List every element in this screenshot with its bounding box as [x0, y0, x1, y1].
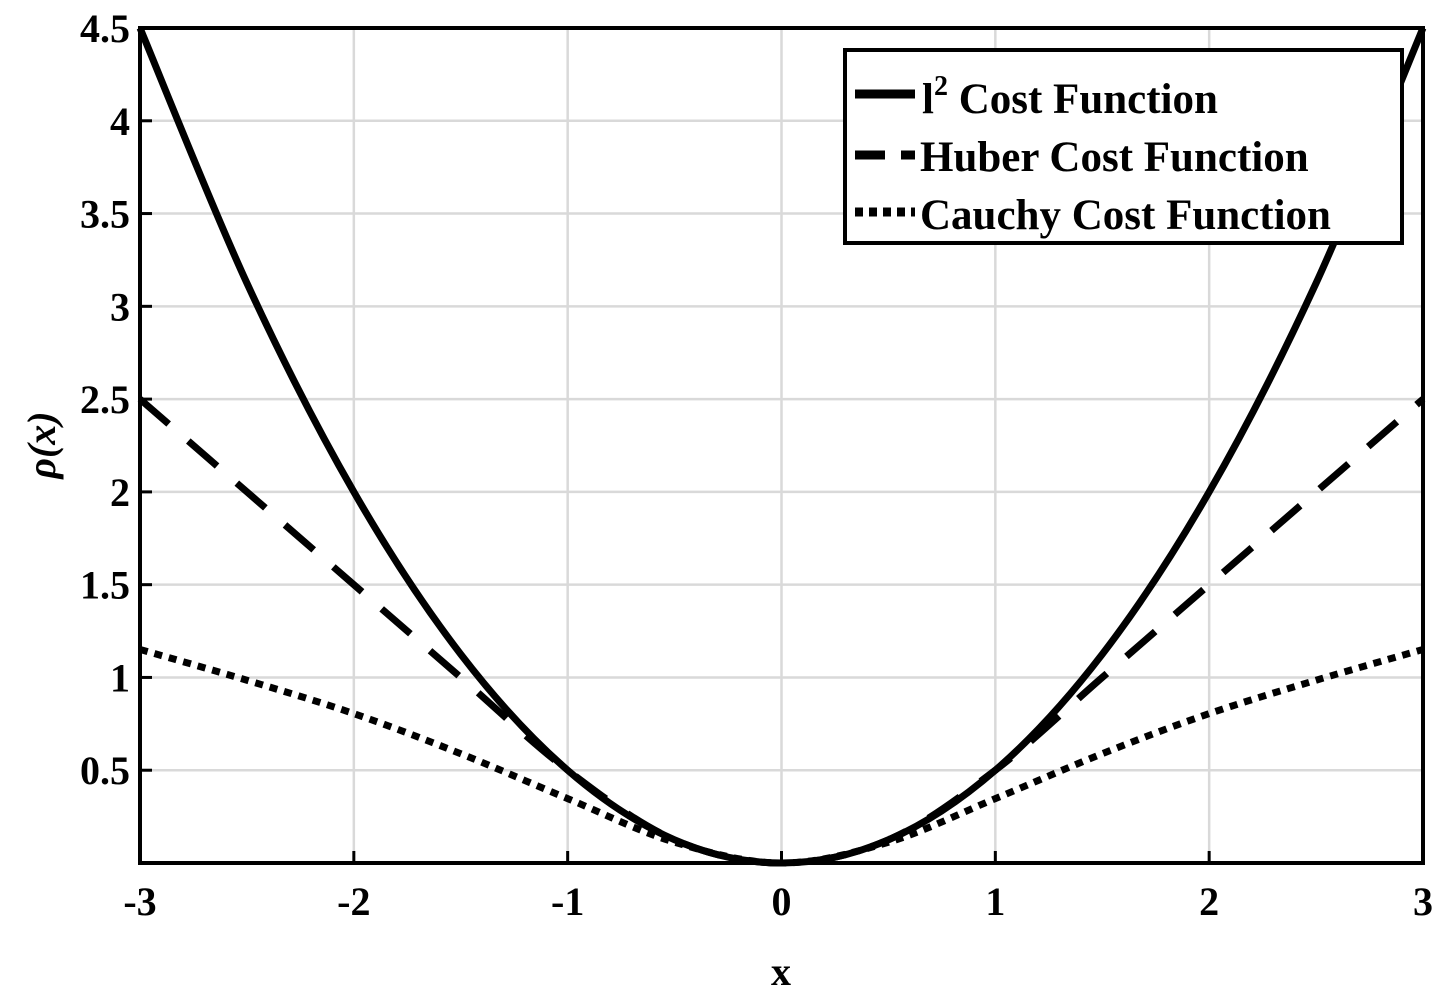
- legend-box: [843, 48, 1404, 245]
- y-tick-label: 3: [110, 284, 130, 329]
- legend: l2 Cost Function Huber Cost Function Cau…: [843, 48, 1404, 245]
- legend-l2-base: l: [922, 76, 934, 123]
- y-tick-label: 0.5: [80, 748, 130, 793]
- y-tick-label: 3.5: [80, 192, 130, 237]
- x-tick-label: 2: [1199, 879, 1219, 924]
- y-tick-label: 1: [110, 655, 130, 700]
- legend-l2-superscript: 2: [934, 71, 948, 102]
- y-tick-label: 2: [110, 470, 130, 515]
- x-tick-label: 0: [772, 879, 792, 924]
- legend-label-huber: Huber Cost Function: [920, 134, 1309, 181]
- tick-labels: -3 -2 -1 0 1 2 3 0.5 1 1.5 2 2.5 3 3.5 4 4.5: [80, 6, 1433, 924]
- y-tick-label: 4: [110, 99, 130, 144]
- x-tick-label: -1: [551, 879, 584, 924]
- legend-label-cauchy: Cauchy Cost Function: [920, 192, 1331, 239]
- y-axis-label: ρ(x): [19, 411, 64, 479]
- legend-l2-suffix: Cost Function: [948, 76, 1218, 123]
- y-tick-label: 1.5: [80, 563, 130, 608]
- y-tick-label: 4.5: [80, 6, 130, 51]
- x-tick-label: 3: [1413, 879, 1433, 924]
- x-tick-label: 1: [985, 879, 1005, 924]
- y-tick-label: 2.5: [80, 377, 130, 422]
- x-tick-label: -2: [337, 879, 370, 924]
- x-axis-label: x: [771, 949, 791, 994]
- legend-label-l2: l2 Cost Function: [922, 71, 1218, 123]
- x-tick-label: -3: [123, 879, 156, 924]
